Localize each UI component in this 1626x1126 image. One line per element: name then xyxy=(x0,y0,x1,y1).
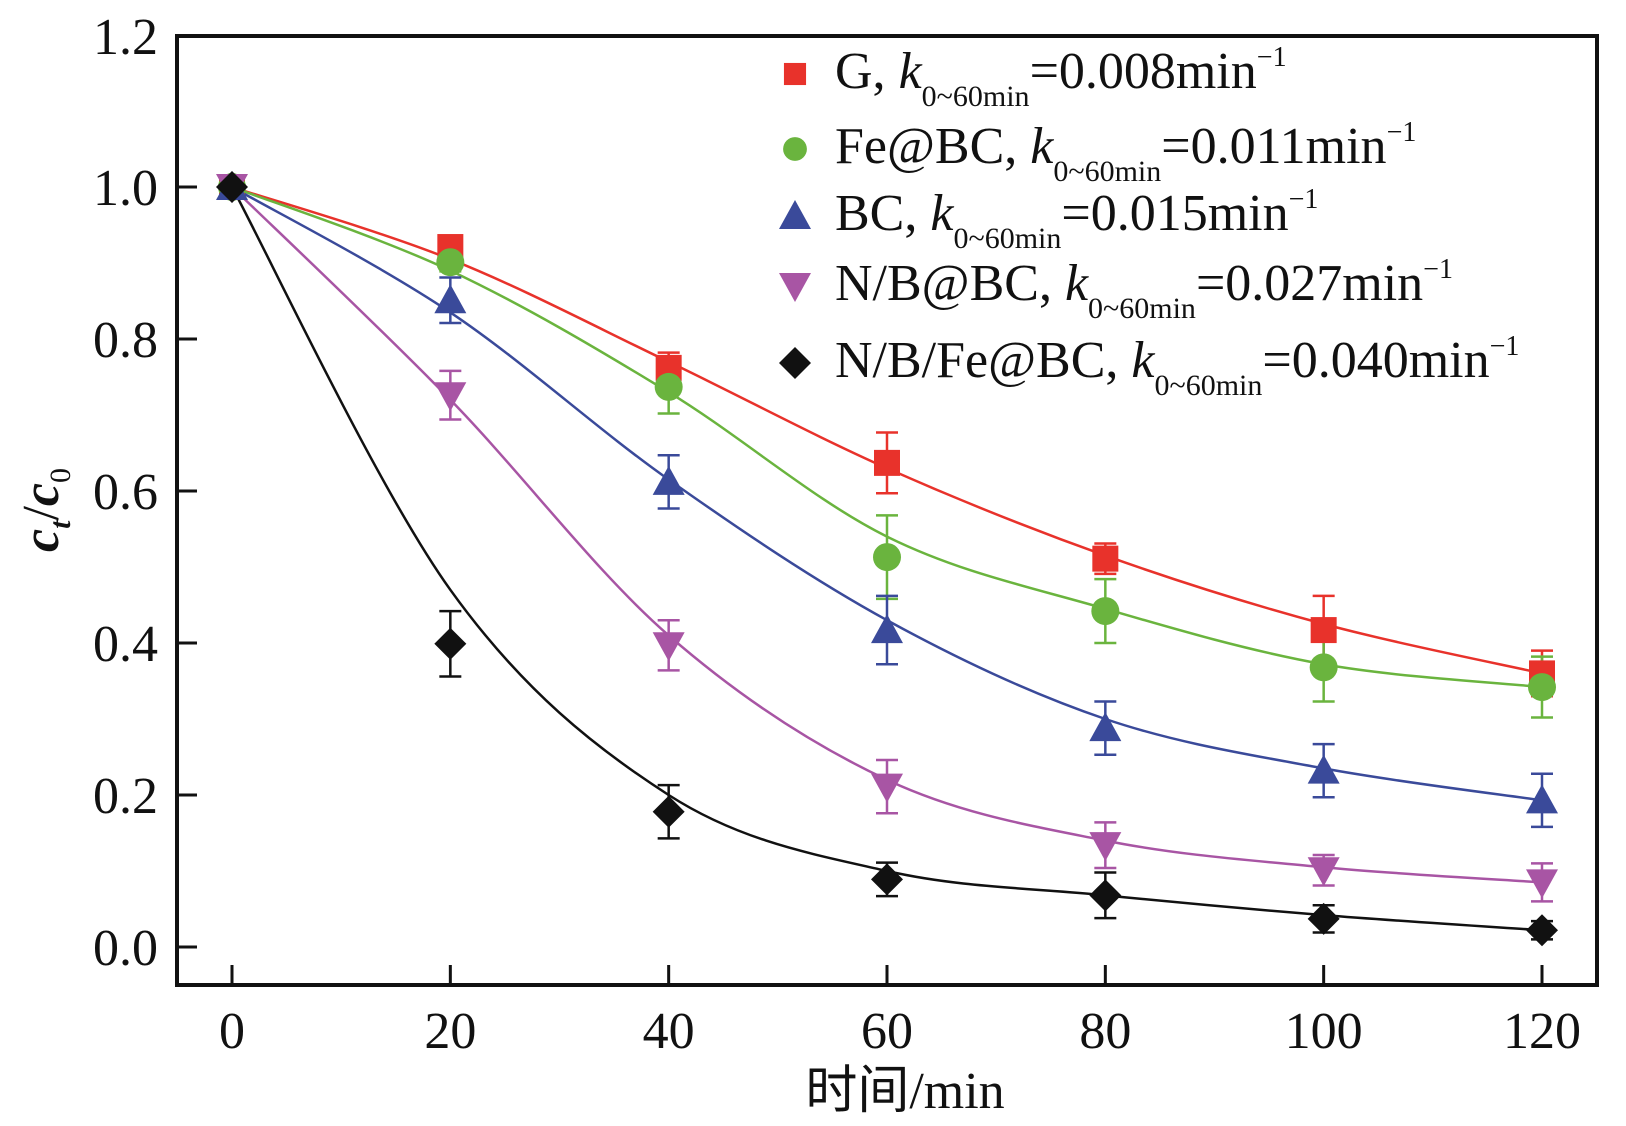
data-point-fe-bc xyxy=(1528,673,1556,702)
legend-label-n-b-bc: N/B@BC, k0~60min=0.027min−1 xyxy=(835,254,1453,325)
legend-label-n-b-fe-bc: N/B/Fe@BC, k0~60min=0.040min−1 xyxy=(835,331,1519,402)
legend-k-sub: 0~60min xyxy=(1053,155,1161,188)
data-point-n-b-bc xyxy=(1526,869,1558,899)
legend-k-value: =0.015min xyxy=(1061,185,1288,242)
data-point-n-b-bc xyxy=(1089,832,1122,862)
legend-k: k xyxy=(930,185,954,242)
y-tick-label: 0.6 xyxy=(93,464,158,521)
data-point-bc xyxy=(434,284,467,314)
y-title-slash: / xyxy=(13,506,70,521)
legend-k-sub: 0~60min xyxy=(1088,292,1196,325)
legend-label-g: G, k0~60min=0.008min−1 xyxy=(835,42,1287,113)
legend-item-bc: BC, k0~60min=0.015min−1 xyxy=(779,184,1318,255)
x-tick-label: 120 xyxy=(1503,1003,1581,1060)
x-tick-label: 100 xyxy=(1285,1003,1363,1060)
legend-k-sub: 0~60min xyxy=(922,80,1030,113)
data-point-bc xyxy=(1526,784,1558,814)
fit-curve-n-b-fe-bc xyxy=(230,186,1543,932)
x-tick-label: 80 xyxy=(1079,1003,1131,1060)
y-tick-label: 1.0 xyxy=(93,160,158,217)
legend-k-value: =0.008min xyxy=(1030,43,1257,100)
legend-marker-bc xyxy=(779,200,811,229)
y-tick-label: 0.8 xyxy=(93,312,158,369)
axis-ticks xyxy=(177,185,1544,985)
data-point-n-b-fe-bc xyxy=(1526,914,1558,947)
legend-label-fe-bc: Fe@BC, k0~60min=0.011min−1 xyxy=(835,117,1416,188)
legend-k-sup: −1 xyxy=(1423,254,1453,285)
tick-labels: 0 20 40 60 80 100 120 0.0 0.2 0.4 0.6 0.8 1.0 1.2 xyxy=(93,9,1581,1060)
legend-k-sup: −1 xyxy=(1490,331,1520,362)
data-markers xyxy=(216,171,1558,947)
legend-series-name: N/B/Fe@BC, xyxy=(835,332,1131,389)
y-title-c: c xyxy=(13,529,70,552)
legend-marker-fe-bc xyxy=(783,137,807,161)
legend-series-name: G, xyxy=(835,43,899,100)
data-point-fe-bc xyxy=(873,543,901,572)
x-tick-label: 0 xyxy=(219,1003,245,1060)
legend-k-value: =0.027min xyxy=(1196,255,1423,312)
data-point-bc xyxy=(1089,712,1122,742)
legend-k: k xyxy=(1065,255,1089,312)
plot-frame xyxy=(175,34,1599,987)
data-point-n-b-fe-bc xyxy=(652,795,685,828)
legend-marker-g xyxy=(783,62,807,86)
legend-k-sub: 0~60min xyxy=(1154,369,1262,402)
data-point-n-b-bc xyxy=(434,382,467,412)
legend-k: k xyxy=(1131,332,1155,389)
data-point-bc xyxy=(1307,754,1340,784)
legend-k-sup: −1 xyxy=(1387,117,1417,148)
legend-item-fe-bc: Fe@BC, k0~60min=0.011min−1 xyxy=(783,117,1416,188)
legend-series-name: Fe@BC, xyxy=(835,118,1030,175)
data-point-n-b-fe-bc xyxy=(871,863,903,896)
legend-marker-n-b-bc xyxy=(779,273,811,302)
data-point-fe-bc xyxy=(1309,653,1338,682)
y-title-c0: c xyxy=(13,483,70,506)
y-tick-label: 0.4 xyxy=(93,616,158,673)
y-tick-label: 0.0 xyxy=(93,920,158,977)
legend-item-n-b-fe-bc: N/B/Fe@BC, k0~60min=0.040min−1 xyxy=(779,331,1519,402)
legend-k-value: =0.040min xyxy=(1262,332,1489,389)
data-point-g xyxy=(1092,545,1119,572)
x-axis-title: 时间/min xyxy=(805,1063,1004,1120)
legend-marker-n-b-fe-bc xyxy=(779,347,811,379)
legend-item-n-b-bc: N/B@BC, k0~60min=0.027min−1 xyxy=(779,254,1453,325)
legend-k-sub: 0~60min xyxy=(953,222,1061,255)
y-tick-label: 0.2 xyxy=(93,768,158,825)
data-point-n-b-fe-bc xyxy=(216,171,248,203)
data-point-bc xyxy=(652,465,685,495)
legend-series-name: N/B@BC, xyxy=(835,255,1065,312)
data-point-n-b-fe-bc xyxy=(434,627,467,660)
y-title-sub-0: 0 xyxy=(44,468,77,483)
data-point-fe-bc xyxy=(1091,597,1120,626)
y-axis-title: ct/c0 xyxy=(13,468,77,552)
x-tick-label: 40 xyxy=(643,1003,695,1060)
legend-label-bc: BC, k0~60min=0.015min−1 xyxy=(835,184,1318,255)
data-point-fe-bc xyxy=(436,248,465,277)
legend: G, k0~60min=0.008min−1Fe@BC, k0~60min=0.… xyxy=(779,42,1519,402)
y-tick-label: 1.2 xyxy=(93,9,158,66)
legend-item-g: G, k0~60min=0.008min−1 xyxy=(783,42,1287,113)
legend-k: k xyxy=(899,43,923,100)
data-point-g xyxy=(1310,617,1337,644)
data-point-n-b-fe-bc xyxy=(1307,902,1340,935)
data-point-n-b-fe-bc xyxy=(1089,879,1122,912)
y-title-sub-t: t xyxy=(44,519,77,529)
legend-k-sup: −1 xyxy=(1257,42,1287,73)
data-point-n-b-bc xyxy=(1307,857,1340,887)
data-point-n-b-bc xyxy=(652,632,685,662)
legend-k-value: =0.011min xyxy=(1161,118,1386,175)
legend-series-name: BC, xyxy=(835,185,930,242)
data-point-bc xyxy=(871,614,903,644)
x-tick-label: 20 xyxy=(424,1003,476,1060)
legend-k: k xyxy=(1030,118,1054,175)
data-point-g xyxy=(874,449,900,476)
legend-k-sup: −1 xyxy=(1289,184,1319,215)
x-tick-label: 60 xyxy=(861,1003,913,1060)
data-point-fe-bc xyxy=(654,372,683,401)
data-point-n-b-bc xyxy=(871,773,903,803)
